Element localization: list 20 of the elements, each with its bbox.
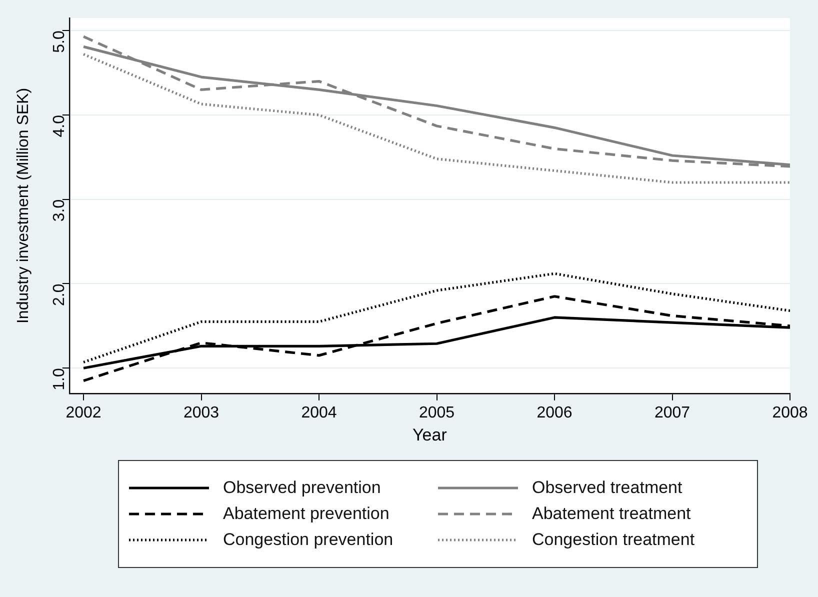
y-tick-label: 1.0 [50, 368, 68, 390]
x-tick-label: 2004 [301, 404, 337, 422]
x-axis-title: Year [412, 425, 448, 444]
x-tick-label: 2007 [654, 404, 690, 422]
y-tick-label: 4.0 [50, 114, 68, 138]
legend-label: Congestion prevention [223, 530, 394, 550]
x-tick-label: 2008 [772, 404, 808, 422]
x-tick-label: 2005 [418, 404, 455, 422]
y-axis-title: Industry investment (Million SEK) [15, 88, 32, 324]
legend-label: Congestion treatment [532, 530, 695, 550]
y-tick-label: 3.0 [50, 199, 68, 222]
legend-label: Abatement treatment [532, 504, 691, 524]
x-tick-label: 2002 [66, 404, 102, 422]
legend-label: Abatement prevention [223, 504, 390, 524]
x-tick-label: 2006 [536, 404, 572, 422]
y-tick-label: 5.0 [50, 30, 68, 53]
legend-label: Observed prevention [223, 478, 381, 498]
legend-label: Observed treatment [532, 478, 682, 498]
y-tick-label: 2.0 [50, 284, 68, 306]
x-tick-label: 2003 [183, 404, 220, 422]
